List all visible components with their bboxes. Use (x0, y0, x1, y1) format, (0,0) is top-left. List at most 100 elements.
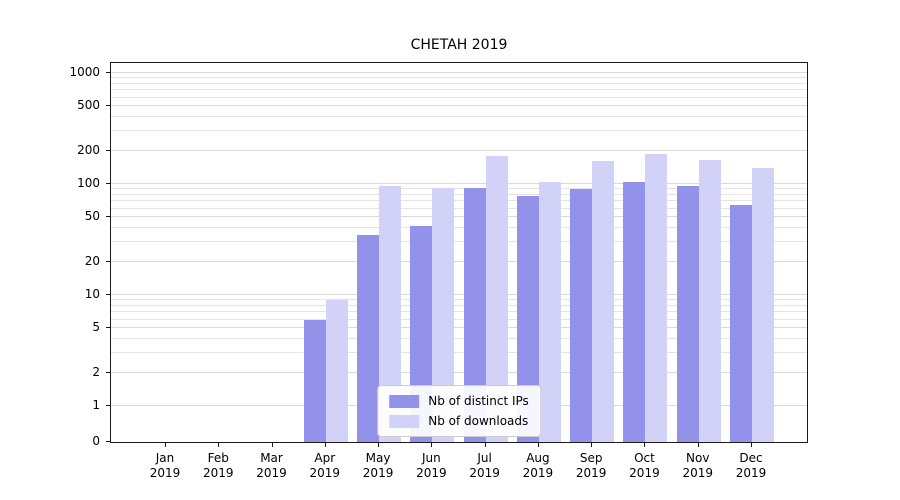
x-axis-tick-label: Sep 2019 (556, 451, 626, 481)
y-axis-tick (106, 72, 110, 73)
legend-label-downloads: Nb of downloads (428, 414, 529, 428)
x-tick-month: Nov (686, 451, 710, 465)
x-axis-tick (484, 443, 486, 447)
x-axis-tick (697, 443, 699, 447)
y-axis-tick-label: 20 (84, 253, 100, 268)
x-axis-tick (591, 443, 593, 447)
gridline (111, 371, 807, 373)
gridline (111, 327, 807, 329)
x-axis-tick-label: Jun 2019 (396, 451, 466, 481)
y-axis-tick (106, 216, 110, 218)
x-tick-month: Jun (421, 451, 441, 465)
x-tick-year: 2019 (416, 466, 447, 480)
gridline (111, 89, 807, 91)
y-axis-tick (106, 371, 110, 373)
y-axis-tick-label: 100 (77, 176, 100, 190)
x-axis-tick-label: Jan 2019 (130, 451, 200, 481)
legend-swatch-distinct-ips-icon (389, 394, 420, 408)
gridline (111, 105, 807, 107)
gridline (111, 260, 807, 262)
x-axis-tick-label: Dec 2019 (716, 451, 786, 481)
gridline (111, 294, 807, 295)
y-axis-tick (106, 441, 110, 442)
bar-downloads (645, 154, 668, 442)
x-tick-year: 2019 (362, 466, 394, 480)
legend-label-distinct-ips: Nb of distinct IPs (428, 394, 529, 408)
x-axis-tick (751, 443, 752, 447)
x-tick-month: Mar (260, 451, 283, 465)
x-axis-tick-label: May 2019 (343, 451, 413, 481)
y-axis-tick-label: 2 (92, 364, 100, 379)
x-axis-tick-label: Nov 2019 (663, 451, 733, 481)
bar-distinct-ips (676, 186, 699, 442)
bar-downloads (698, 159, 721, 442)
gridline (111, 241, 807, 243)
gridline (111, 304, 807, 306)
x-tick-year: 2019 (469, 466, 500, 480)
x-tick-year: 2019 (256, 466, 287, 480)
bar-distinct-ips (303, 319, 326, 442)
gridline (111, 193, 807, 195)
bar-distinct-ips (516, 195, 539, 442)
legend: Nb of distinct IPs Nb of downloads (377, 385, 541, 437)
gridline (111, 130, 807, 132)
x-tick-month: Aug (526, 451, 550, 465)
x-axis-tick-label: Oct 2019 (609, 451, 679, 481)
gridline (111, 96, 807, 98)
x-tick-year: 2019 (202, 466, 234, 480)
y-axis-tick-label: 1 (92, 398, 100, 412)
y-axis-tick (106, 183, 110, 184)
x-axis-tick (644, 443, 646, 447)
bar-downloads (592, 161, 615, 442)
x-tick-year: 2019 (682, 466, 713, 480)
x-axis-tick-label: Mar 2019 (237, 451, 307, 481)
gridline (111, 77, 807, 79)
bar-distinct-ips (463, 187, 486, 442)
y-axis-tick (106, 149, 110, 151)
gridline (111, 207, 807, 209)
x-tick-month: Oct (634, 451, 655, 465)
y-axis-tick-label: 50 (84, 209, 100, 224)
gridline (111, 200, 807, 202)
x-axis-tick (431, 443, 433, 447)
x-tick-month: Apr (314, 451, 336, 465)
y-axis-tick-label: 10 (84, 287, 100, 301)
x-axis-tick (165, 443, 166, 447)
y-axis-tick (106, 105, 110, 107)
y-axis-tick-label: 5 (92, 320, 100, 335)
gridline (111, 116, 807, 118)
gridline (111, 188, 807, 190)
bar-downloads (379, 186, 402, 442)
x-tick-month: Jan (155, 451, 175, 465)
gridline (111, 311, 807, 313)
gridline (111, 318, 807, 320)
x-tick-month: Sep (579, 451, 603, 465)
y-axis-tick-label: 0 (92, 434, 100, 448)
y-axis-tick-label: 200 (77, 142, 100, 157)
x-tick-year: 2019 (309, 466, 341, 480)
x-axis-tick-label: Jul 2019 (450, 451, 520, 481)
y-axis-tick-label: 1000 (69, 65, 100, 79)
bar-downloads (432, 187, 455, 442)
x-axis-tick (271, 443, 273, 447)
bar-distinct-ips (570, 189, 593, 442)
x-tick-month: Dec (739, 451, 763, 465)
x-tick-year: 2019 (149, 466, 181, 480)
y-axis-tick (106, 405, 110, 406)
gridline (111, 82, 807, 84)
x-axis-tick-label: Feb 2019 (183, 451, 253, 481)
bar-downloads (485, 155, 508, 442)
gridline (111, 338, 807, 340)
x-axis-tick (378, 443, 380, 447)
gridline (111, 227, 807, 229)
bar-distinct-ips (357, 234, 380, 442)
x-tick-month: May (365, 451, 391, 465)
y-axis-tick (106, 327, 110, 329)
x-tick-year: 2019 (629, 466, 660, 480)
legend-item-downloads: Nb of downloads (389, 414, 529, 428)
y-axis-tick-label: 500 (77, 98, 100, 113)
bar-downloads (752, 167, 774, 442)
y-axis-tick (106, 294, 110, 295)
x-axis-tick-label: Apr 2019 (290, 451, 360, 481)
